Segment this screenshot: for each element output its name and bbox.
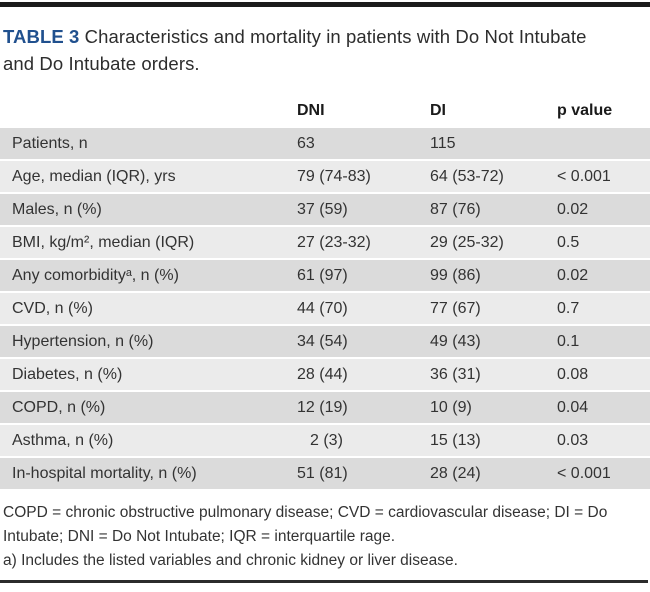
bottom-rule [0, 580, 648, 583]
row-label: Asthma, n (%) [0, 425, 297, 458]
table-number: TABLE 3 [3, 26, 80, 47]
cell-di: 28 (24) [430, 458, 557, 491]
table-row-any-comorbidity: Any comorbidityᵃ, n (%) 61 (97) 99 (86) … [0, 260, 650, 293]
cell-di: 87 (76) [430, 194, 557, 227]
row-label: COPD, n (%) [0, 392, 297, 425]
cell-pvalue: 0.08 [557, 359, 650, 392]
cell-di: 29 (25-32) [430, 227, 557, 260]
cell-pvalue: 0.04 [557, 392, 650, 425]
cell-pvalue [557, 128, 650, 161]
table-row-males: Males, n (%) 37 (59) 87 (76) 0.02 [0, 194, 650, 227]
cell-dni: 44 (70) [297, 293, 430, 326]
row-label: Diabetes, n (%) [0, 359, 297, 392]
footnote-abbreviations: COPD = chronic obstructive pulmonary dis… [3, 504, 608, 545]
cell-pvalue: < 0.001 [557, 458, 650, 491]
table-row-hypertension: Hypertension, n (%) 34 (54) 49 (43) 0.1 [0, 326, 650, 359]
cell-dni: 27 (23-32) [297, 227, 430, 260]
row-label: Any comorbidityᵃ, n (%) [0, 260, 297, 293]
row-label: CVD, n (%) [0, 293, 297, 326]
cell-dni: 34 (54) [297, 326, 430, 359]
cell-di: 10 (9) [430, 392, 557, 425]
column-header-empty [0, 100, 297, 128]
cell-pvalue: 0.1 [557, 326, 650, 359]
table-row-asthma: Asthma, n (%) 2 (3) 15 (13) 0.03 [0, 425, 650, 458]
cell-di: 15 (13) [430, 425, 557, 458]
row-label: In-hospital mortality, n (%) [0, 458, 297, 491]
cell-dni: 63 [297, 128, 430, 161]
cell-pvalue: 0.5 [557, 227, 650, 260]
cell-dni: 12 (19) [297, 392, 430, 425]
header-row: DNI DI p value [0, 100, 650, 128]
cell-pvalue: < 0.001 [557, 161, 650, 194]
column-header-di: DI [430, 100, 557, 128]
table-row-diabetes: Diabetes, n (%) 28 (44) 36 (31) 0.08 [0, 359, 650, 392]
cell-di: 64 (53-72) [430, 161, 557, 194]
footnote-a: a) Includes the listed variables and chr… [3, 552, 458, 569]
top-rule [0, 2, 650, 7]
cell-dni: 51 (81) [297, 458, 430, 491]
cell-dni: 61 (97) [297, 260, 430, 293]
row-label: Males, n (%) [0, 194, 297, 227]
cell-di: 115 [430, 128, 557, 161]
column-header-dni: DNI [297, 100, 430, 128]
row-label: BMI, kg/m², median (IQR) [0, 227, 297, 260]
characteristics-table: DNI DI p value Patients, n 63 115 Age, m… [0, 100, 650, 491]
cell-dni: 28 (44) [297, 359, 430, 392]
row-label: Hypertension, n (%) [0, 326, 297, 359]
cell-pvalue: 0.03 [557, 425, 650, 458]
table-row-bmi: BMI, kg/m², median (IQR) 27 (23-32) 29 (… [0, 227, 650, 260]
row-label: Patients, n [0, 128, 297, 161]
row-label: Age, median (IQR), yrs [0, 161, 297, 194]
cell-dni: 37 (59) [297, 194, 430, 227]
table-row-copd: COPD, n (%) 12 (19) 10 (9) 0.04 [0, 392, 650, 425]
table-row-mortality: In-hospital mortality, n (%) 51 (81) 28 … [0, 458, 650, 491]
table-row-cvd: CVD, n (%) 44 (70) 77 (67) 0.7 [0, 293, 650, 326]
cell-di: 49 (43) [430, 326, 557, 359]
table-footnotes: COPD = chronic obstructive pulmonary dis… [3, 501, 644, 573]
cell-pvalue: 0.02 [557, 260, 650, 293]
table-row-age: Age, median (IQR), yrs 79 (74-83) 64 (53… [0, 161, 650, 194]
cell-di: 99 (86) [430, 260, 557, 293]
cell-pvalue: 0.7 [557, 293, 650, 326]
column-header-pvalue: p value [557, 100, 650, 128]
table-row-patients: Patients, n 63 115 [0, 128, 650, 161]
cell-di: 36 (31) [430, 359, 557, 392]
cell-dni: 79 (74-83) [297, 161, 430, 194]
table-title: TABLE 3 Characteristics and mortality in… [3, 23, 605, 77]
cell-di: 77 (67) [430, 293, 557, 326]
cell-dni: 2 (3) [297, 425, 430, 458]
cell-pvalue: 0.02 [557, 194, 650, 227]
table-caption: Characteristics and mortality in patient… [3, 26, 587, 74]
